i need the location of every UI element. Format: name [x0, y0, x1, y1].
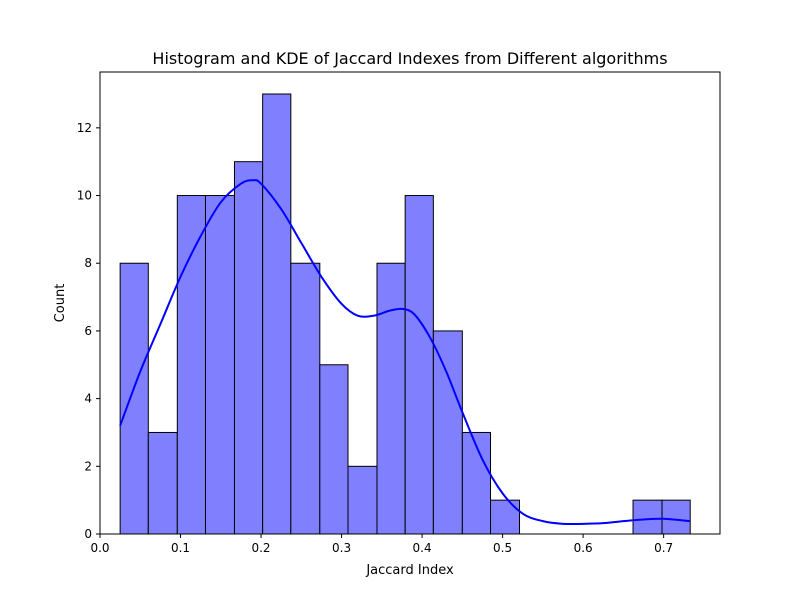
- histogram-bars: [119, 93, 691, 535]
- x-tick-label: 0.2: [251, 541, 270, 555]
- histogram-bar: [204, 195, 235, 535]
- histogram-bar: [233, 161, 264, 535]
- y-tick-label: 0: [84, 527, 92, 541]
- chart-title: Histogram and KDE of Jaccard Indexes fro…: [152, 49, 667, 68]
- histogram-bar: [119, 262, 149, 535]
- histogram-bar: [490, 499, 521, 535]
- histogram-bar: [262, 93, 292, 535]
- histogram-bar: [461, 431, 492, 535]
- histogram-bar: [176, 195, 206, 535]
- kde-curve: [119, 179, 691, 526]
- x-tick-label: 0.3: [332, 541, 351, 555]
- y-tick-label: 6: [84, 324, 92, 338]
- x-tick-label: 0.1: [171, 541, 190, 555]
- histogram-bar: [661, 499, 691, 535]
- x-tick-label: 0.6: [574, 541, 593, 555]
- x-tick-label: 0.4: [413, 541, 432, 555]
- histogram-bar: [347, 465, 378, 535]
- plot-frame: [99, 71, 721, 535]
- x-axis-label: Jaccard Index: [365, 563, 454, 578]
- y-tick-label: 2: [84, 459, 92, 473]
- x-tick-label: 0.5: [493, 541, 512, 555]
- x-tick-label: 0.7: [654, 541, 673, 555]
- y-tick-label: 4: [84, 392, 92, 406]
- histogram-bar: [404, 195, 434, 535]
- histogram-bar: [290, 262, 321, 535]
- x-tick-label: 0.0: [90, 541, 109, 555]
- histogram-bar: [376, 262, 406, 535]
- histogram-bar: [632, 499, 663, 535]
- histogram-bar: [147, 431, 178, 535]
- y-tick-label: 8: [84, 256, 92, 270]
- histogram-bar: [319, 364, 349, 535]
- y-tick-label: 12: [77, 121, 92, 135]
- x-axis-ticks: 0.0 0.1 0.2 0.3 0.4 0.5 0.6 0.7: [90, 534, 673, 555]
- y-tick-label: 10: [77, 189, 92, 203]
- y-axis-ticks: 0 2 4 6 8 10 12: [77, 121, 100, 541]
- y-axis-label: Count: [53, 284, 68, 323]
- histogram-bar: [432, 330, 463, 535]
